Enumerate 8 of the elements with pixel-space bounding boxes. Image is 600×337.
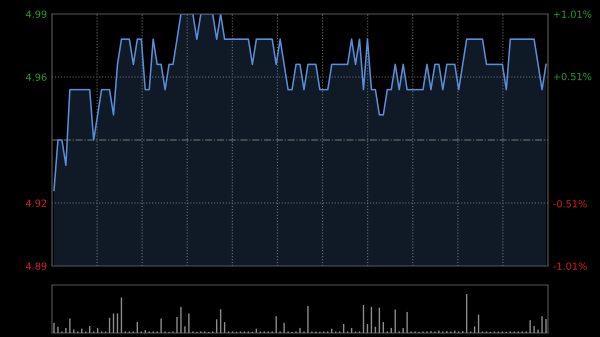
y-tick-label: 4.99 (26, 10, 46, 18)
y2-tick-label: +1.01% (554, 10, 592, 18)
y-tick-label: 4.92 (26, 199, 46, 207)
y2-tick-label: +0.51% (554, 72, 592, 80)
y-tick-label: 4.89 (26, 262, 46, 270)
y-tick-label: 4.96 (26, 73, 47, 81)
y2-tick-label: -0.51% (553, 200, 587, 208)
y2-tick-label: -1.01% (553, 262, 587, 270)
